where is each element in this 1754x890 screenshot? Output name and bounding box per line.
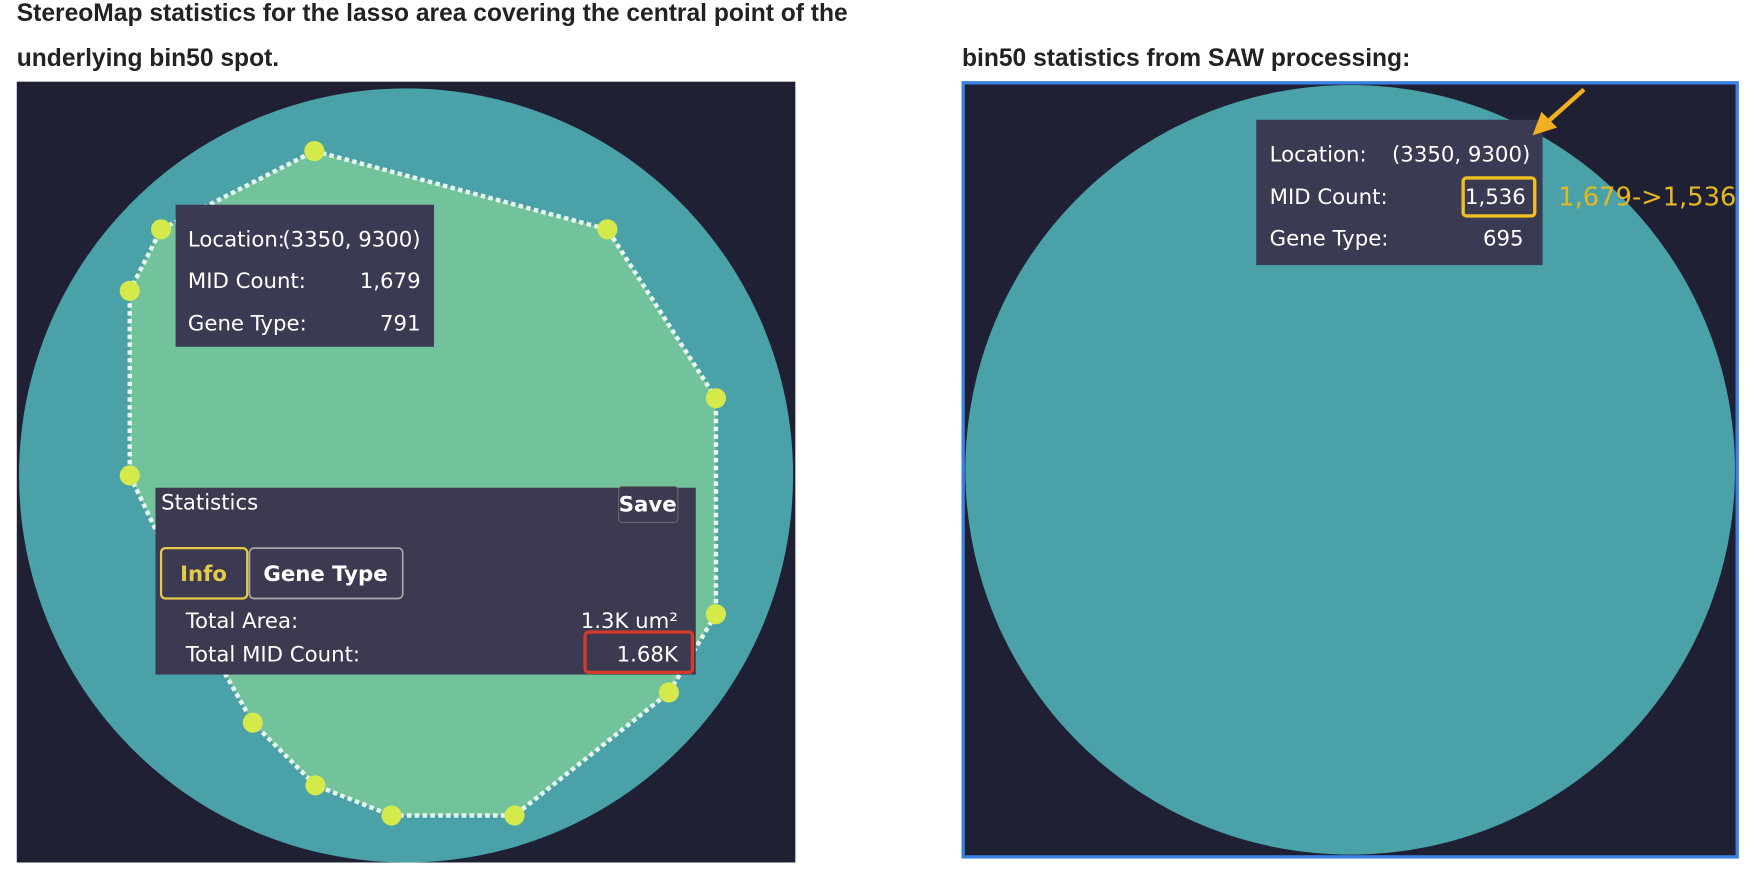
save-button[interactable] [618, 486, 679, 523]
left-title: underlying bin50 spot. [17, 45, 279, 72]
tooltip-value: 791 [380, 311, 421, 336]
tooltip-label: Location: [1270, 143, 1367, 168]
highlight-box [1461, 176, 1537, 218]
tab-label: Info [180, 562, 227, 587]
tooltip-label: Location: [188, 228, 285, 253]
bin-spot [965, 85, 1735, 855]
tab-label: Gene Type [263, 562, 387, 587]
left-title: StereoMap statistics for the lasso area … [17, 0, 848, 27]
tooltip-value: (3350, 9300) [282, 228, 420, 253]
stat-label: Total Area: [185, 609, 298, 634]
tooltip [175, 204, 435, 347]
tooltip-value: 1,679 [360, 269, 421, 294]
tooltip-label: MID Count: [188, 269, 306, 294]
tooltip-label: MID Count: [1270, 185, 1388, 210]
tooltip-label: Gene Type: [188, 311, 307, 336]
tooltip-value: (3350, 9300) [1392, 143, 1530, 168]
tab-gene-type[interactable] [248, 547, 404, 600]
tooltip-value: 1,536 [1465, 185, 1526, 210]
arrow [1532, 87, 1586, 136]
tooltip-label: Gene Type: [1270, 226, 1389, 251]
statistics-title: Statistics [161, 490, 258, 515]
tooltip-value: 695 [1483, 226, 1524, 251]
highlight-box [583, 630, 695, 674]
stat-label: Total MID Count: [185, 643, 360, 668]
right-title: bin50 statistics from SAW processing: [962, 45, 1410, 72]
save-label: Save [619, 493, 677, 518]
lasso-points [119, 140, 726, 826]
stat-value: 1.3K um² [581, 609, 678, 634]
tab-info[interactable] [159, 547, 249, 600]
annotation: 1,679->1,536 [1558, 183, 1736, 213]
stat-value: 1.68K [617, 643, 679, 668]
tooltip [1256, 119, 1543, 266]
